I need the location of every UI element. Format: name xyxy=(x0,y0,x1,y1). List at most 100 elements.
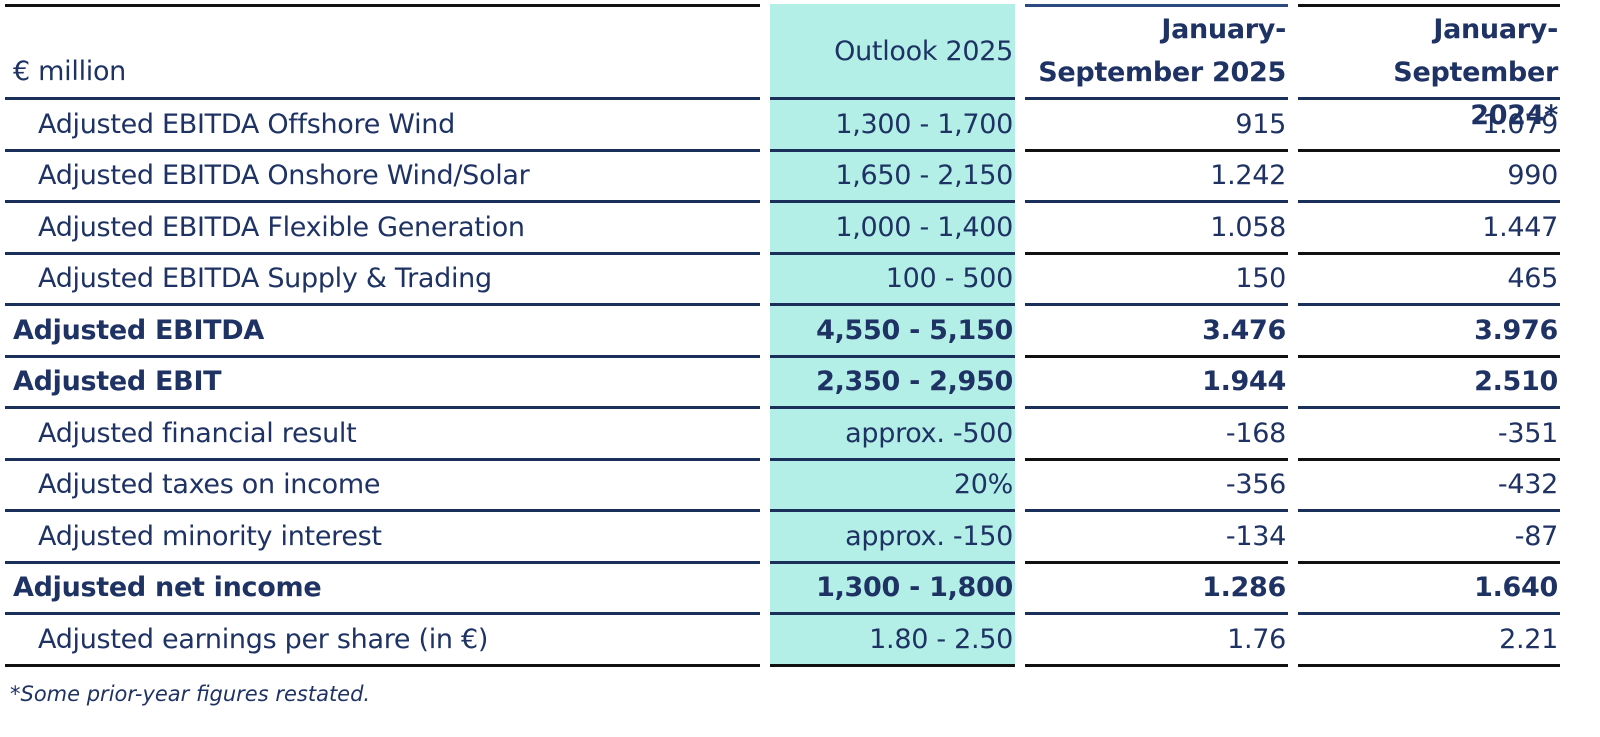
header-cell: Outlook 2025 xyxy=(834,36,1013,67)
row-border xyxy=(1025,457,1288,461)
row-label: Adjusted earnings per share (in €) xyxy=(38,623,489,655)
row-border xyxy=(1025,251,1288,255)
value-cell: -351 xyxy=(1497,417,1558,449)
row-border xyxy=(5,560,760,564)
row-border xyxy=(770,251,1015,255)
bottom-border xyxy=(770,663,1015,667)
row-label: Adjusted EBITDA Onshore Wind/Solar xyxy=(38,160,530,192)
row-label: Adjusted net income xyxy=(13,572,322,604)
value-cell: 1,300 - 1,700 xyxy=(835,108,1013,140)
row-border xyxy=(1298,457,1560,461)
top-border xyxy=(1025,4,1288,7)
row-label: Adjusted EBIT xyxy=(13,366,222,398)
highlight-column xyxy=(770,4,1015,664)
row-border xyxy=(5,200,760,203)
row-border xyxy=(5,251,760,255)
value-cell: -356 xyxy=(1225,469,1286,501)
value-cell: approx. -500 xyxy=(845,417,1013,449)
row-border xyxy=(770,612,1015,615)
row-border xyxy=(5,303,760,306)
top-border xyxy=(1298,4,1560,7)
bottom-border xyxy=(1025,663,1288,667)
row-border xyxy=(1298,406,1560,409)
row-border xyxy=(1025,509,1288,512)
value-cell: 1,000 - 1,400 xyxy=(835,211,1013,243)
value-cell: 915 xyxy=(1235,108,1286,140)
header-cell: € million xyxy=(13,56,126,87)
row-border xyxy=(1298,97,1560,100)
row-border xyxy=(1025,354,1288,358)
value-cell: -134 xyxy=(1225,520,1286,552)
row-border xyxy=(1298,560,1560,564)
row-border xyxy=(1298,509,1560,512)
row-label: Adjusted minority interest xyxy=(38,520,382,552)
value-cell: 1.447 xyxy=(1482,211,1558,243)
top-border xyxy=(5,4,760,7)
value-cell: 1.286 xyxy=(1202,572,1286,604)
row-border xyxy=(5,354,760,358)
row-label: Adjusted EBITDA xyxy=(13,314,265,346)
header-cell: January-September 2024* xyxy=(1393,14,1558,131)
row-border xyxy=(770,509,1015,512)
row-border xyxy=(1298,612,1560,615)
row-border xyxy=(1025,148,1288,152)
row-border xyxy=(1025,97,1288,100)
row-label: Adjusted EBITDA Supply & Trading xyxy=(38,263,492,295)
value-cell: 1.80 - 2.50 xyxy=(869,623,1013,655)
value-cell: 1.079 xyxy=(1482,108,1558,140)
row-label: Adjusted taxes on income xyxy=(38,469,381,501)
value-cell: -432 xyxy=(1497,469,1558,501)
row-label: Adjusted EBITDA Flexible Generation xyxy=(38,211,525,243)
value-cell: 2.510 xyxy=(1474,366,1558,398)
value-cell: 1,650 - 2,150 xyxy=(835,160,1013,192)
value-cell: approx. -150 xyxy=(845,520,1013,552)
value-cell: 1.76 xyxy=(1227,623,1286,655)
row-label: Adjusted EBITDA Offshore Wind xyxy=(38,108,455,140)
row-border xyxy=(1025,612,1288,615)
row-border xyxy=(770,200,1015,203)
row-border xyxy=(5,97,760,100)
row-border xyxy=(770,97,1015,100)
row-border xyxy=(770,354,1015,358)
row-border xyxy=(770,303,1015,306)
value-cell: 100 - 500 xyxy=(885,263,1014,295)
value-cell: 1.944 xyxy=(1202,366,1286,398)
row-border xyxy=(5,406,760,409)
row-border xyxy=(1025,303,1288,306)
value-cell: 1.242 xyxy=(1210,160,1286,192)
row-border xyxy=(770,560,1015,564)
row-border xyxy=(770,406,1015,409)
value-cell: 4,550 - 5,150 xyxy=(816,314,1013,346)
value-cell: -168 xyxy=(1225,417,1286,449)
bottom-border xyxy=(1298,663,1560,667)
value-cell: 1.058 xyxy=(1210,211,1286,243)
row-border xyxy=(5,148,760,152)
value-cell: 465 xyxy=(1507,263,1558,295)
row-label: Adjusted financial result xyxy=(38,417,357,449)
bottom-border xyxy=(5,663,760,667)
row-border xyxy=(770,457,1015,461)
value-cell: 3.976 xyxy=(1474,314,1558,346)
header-cell: January-September 2025 xyxy=(1038,14,1286,88)
row-border xyxy=(1298,354,1560,358)
value-cell: 150 xyxy=(1235,263,1286,295)
value-cell: 3.476 xyxy=(1202,314,1286,346)
row-border xyxy=(5,509,760,512)
row-border xyxy=(1298,251,1560,255)
row-border xyxy=(5,457,760,461)
row-border xyxy=(1298,200,1560,203)
row-border xyxy=(1298,303,1560,306)
value-cell: 1,300 - 1,800 xyxy=(816,572,1013,604)
row-border xyxy=(770,148,1015,152)
row-border xyxy=(1025,200,1288,203)
row-border xyxy=(1298,148,1560,152)
value-cell: 2.21 xyxy=(1499,623,1558,655)
row-border xyxy=(5,612,760,615)
row-border xyxy=(1025,560,1288,564)
value-cell: -87 xyxy=(1514,520,1559,552)
value-cell: 20% xyxy=(953,469,1013,501)
row-border xyxy=(1025,406,1288,409)
value-cell: 2,350 - 2,950 xyxy=(816,366,1013,398)
value-cell: 990 xyxy=(1507,160,1558,192)
